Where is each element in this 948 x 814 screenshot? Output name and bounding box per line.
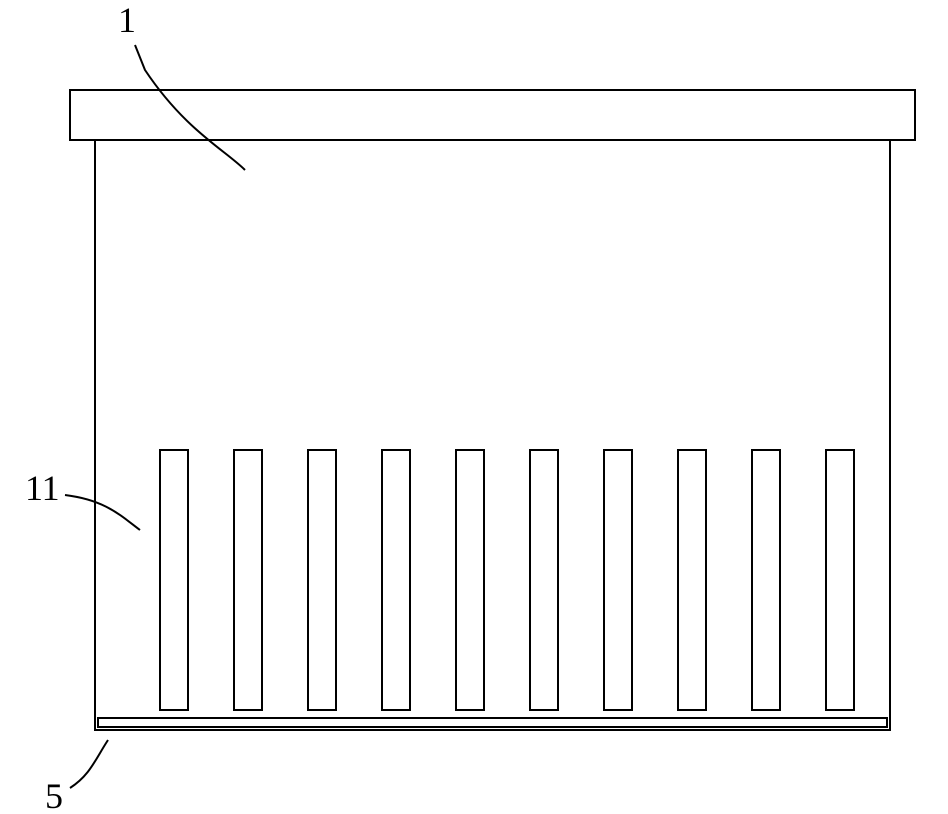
vertical-bar bbox=[604, 450, 632, 710]
label-11: 11 bbox=[25, 468, 60, 508]
vertical-bar bbox=[456, 450, 484, 710]
container-base bbox=[98, 718, 887, 727]
leader-bottom bbox=[70, 740, 108, 788]
vertical-bar bbox=[678, 450, 706, 710]
vertical-bar bbox=[530, 450, 558, 710]
vertical-bar bbox=[160, 450, 188, 710]
label-5: 5 bbox=[45, 776, 63, 814]
leader-middle bbox=[65, 495, 140, 530]
label-1: 1 bbox=[118, 0, 136, 40]
container-cap bbox=[70, 90, 915, 140]
vertical-bar bbox=[826, 450, 854, 710]
container-body bbox=[95, 140, 890, 730]
vertical-bars bbox=[160, 450, 854, 710]
leader-top bbox=[135, 45, 245, 170]
vertical-bar bbox=[752, 450, 780, 710]
vertical-bar bbox=[234, 450, 262, 710]
diagram-canvas: 1 11 5 bbox=[0, 0, 948, 814]
vertical-bar bbox=[382, 450, 410, 710]
vertical-bar bbox=[308, 450, 336, 710]
